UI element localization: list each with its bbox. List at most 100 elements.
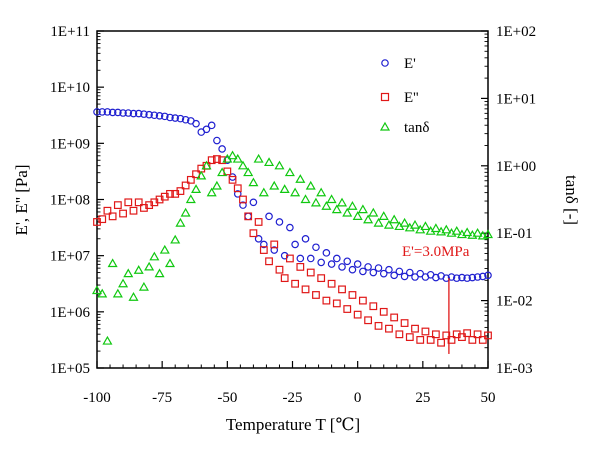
tan-delta-point <box>253 153 264 163</box>
tan-delta-point <box>430 223 441 233</box>
e-storage-point <box>213 136 221 145</box>
e-storage-point <box>270 246 279 254</box>
e-storage-point <box>202 125 211 134</box>
e-storage-point <box>160 112 169 121</box>
y-tick-labels: 1E+05 1E+06 1E+07 1E+08 1E+09 1E+10 1E+11 <box>50 24 91 377</box>
e-loss-point <box>119 209 127 218</box>
e-storage-point <box>405 268 414 277</box>
y-tick-label: 1E+11 <box>50 24 90 40</box>
e-storage-point <box>452 274 461 282</box>
e-storage-point <box>155 112 164 120</box>
e-storage-point <box>484 271 492 280</box>
e-storage-point <box>249 198 258 207</box>
e-loss-point <box>207 156 216 165</box>
e-storage-point <box>192 119 200 128</box>
tan-delta-point <box>217 167 228 177</box>
tan-delta-point <box>128 292 139 301</box>
e-storage-point <box>317 258 325 267</box>
e-storage-point <box>447 273 456 281</box>
e-storage-point <box>473 273 482 281</box>
tan-delta-point <box>185 194 196 204</box>
e-loss-point <box>374 321 383 330</box>
e-loss-point <box>285 254 294 263</box>
x-axis-title: Temperature T [℃] <box>226 415 360 434</box>
tan-delta-point <box>164 258 176 268</box>
e-storage-point <box>395 267 404 276</box>
e-storage-point <box>171 114 180 122</box>
tan-delta-point <box>342 207 353 217</box>
e-storage-point <box>296 254 305 263</box>
legend-marker-tan-delta <box>379 121 391 131</box>
y-axis-title: E', E'' [Pa] <box>12 164 31 235</box>
legend-label-e-storage: E' <box>404 56 416 72</box>
tan-delta-point <box>482 229 494 239</box>
tan-delta-point <box>274 160 285 170</box>
e-loss-point <box>332 299 341 308</box>
tan-delta-point <box>462 227 473 237</box>
e-storage-point <box>260 240 268 249</box>
x-tick-label: -100 <box>83 390 111 406</box>
e-loss-point <box>463 329 472 338</box>
e-storage-point <box>478 272 487 281</box>
e-loss-point <box>296 263 305 271</box>
e-loss-point <box>364 316 372 325</box>
e-storage-point <box>353 260 362 268</box>
e-loss-point <box>353 310 362 319</box>
tan-delta-point <box>144 261 155 271</box>
x-tick-labels: -100 -75 -50 -25 0 25 50 <box>83 390 495 406</box>
e-loss-point <box>254 218 263 226</box>
e-loss-point <box>113 201 122 210</box>
e-storage-point <box>233 190 242 198</box>
e-storage-point <box>275 218 284 226</box>
e-storage-point <box>114 108 122 117</box>
e-storage-point <box>103 108 112 116</box>
e-loss-point <box>233 184 242 193</box>
e-storage-point <box>333 254 341 263</box>
x-tick-label: 50 <box>481 390 496 406</box>
tan-delta-point <box>180 207 191 217</box>
tan-delta-point <box>290 187 301 197</box>
e-storage-point <box>140 110 148 118</box>
tan-delta-point <box>237 160 249 170</box>
data-markers <box>91 108 494 347</box>
e-storage-point <box>369 268 378 277</box>
e-loss-point <box>291 279 300 288</box>
tan-delta-point <box>123 268 134 278</box>
e-loss-point <box>244 212 253 221</box>
e-storage-point <box>432 273 440 282</box>
tan-delta-point <box>248 177 259 187</box>
y-tick-label: 1E+10 <box>50 80 90 96</box>
e-loss-point <box>239 195 247 204</box>
e-loss-point <box>317 274 326 283</box>
tan-delta-point <box>196 170 207 180</box>
y-tick-label: 1E+08 <box>50 193 90 209</box>
tan-delta-point <box>305 180 316 190</box>
legend-label-tan-delta: tanδ <box>404 120 429 136</box>
tan-delta-point <box>133 265 144 274</box>
e-loss-point <box>484 331 492 340</box>
tan-delta-point <box>409 219 421 229</box>
e-loss-point <box>411 324 419 333</box>
tan-delta-point <box>264 157 275 167</box>
e-storage-point <box>364 263 372 271</box>
tan-delta-point <box>279 184 290 193</box>
y-tick-label: 1E+06 <box>50 305 91 321</box>
tan-delta-point <box>368 207 379 217</box>
e-loss-point <box>348 291 357 299</box>
tan-delta-point <box>389 214 400 224</box>
tan-delta-point <box>91 285 103 295</box>
e-storage-point <box>166 113 174 122</box>
e-storage-point <box>207 121 216 130</box>
e-storage-point <box>176 114 185 123</box>
y2-tick-label: 1E+00 <box>496 159 536 175</box>
e-storage-point <box>265 212 273 221</box>
e-storage-point <box>124 109 133 117</box>
tan-delta-point <box>154 268 165 278</box>
tan-delta-point <box>441 224 452 234</box>
y2-tick-label: 1E+01 <box>496 91 536 107</box>
e-loss-point <box>275 265 284 274</box>
y2-tick-label: 1E-01 <box>496 226 533 242</box>
tan-delta-point <box>211 180 222 190</box>
e-storage-point <box>322 249 331 257</box>
